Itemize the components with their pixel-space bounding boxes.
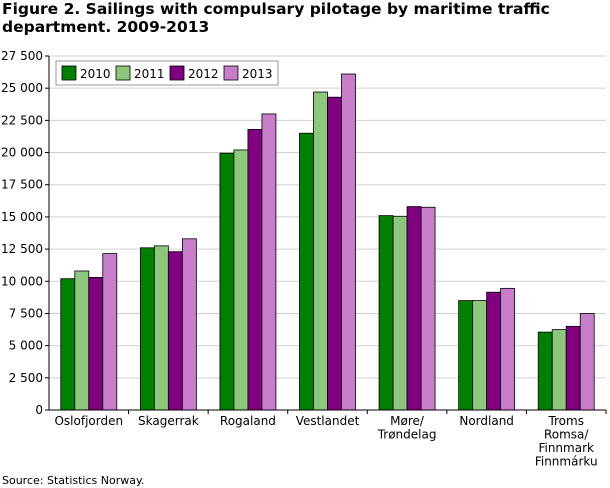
legend-swatch-2011 (115, 65, 131, 81)
y-tick-label: 10 000 (1, 274, 43, 288)
bar-2012-1 (167, 251, 183, 411)
bar-2013-2 (261, 113, 277, 411)
y-tick-label: 5 000 (9, 339, 43, 353)
bar-2012-5 (486, 291, 502, 411)
y-tick-label: 17 500 (1, 178, 43, 192)
bar-2011-1 (153, 245, 169, 411)
chart-title: Figure 2. Sailings with compulsary pilot… (2, 0, 550, 36)
y-tick-labels: 0 2 500 5 000 7 500 10 000 12 500 15 000 17 500… (1, 49, 43, 417)
bar-2010-0 (60, 278, 76, 411)
bar-2013-5 (500, 287, 516, 411)
bar-2011-2 (233, 149, 249, 411)
bar-2010-4 (378, 215, 394, 411)
bar-2010-2 (219, 152, 235, 411)
y-tick-label: 7 500 (9, 306, 43, 320)
y-tick-label: 0 (35, 403, 43, 417)
y-tick-label: 15 000 (1, 210, 43, 224)
legend-swatch-2010 (61, 65, 77, 81)
bar-2013-6 (579, 313, 595, 411)
axes (48, 56, 606, 411)
y-tick-label: 12 500 (1, 242, 43, 256)
bar-2011-6 (551, 329, 567, 411)
y-tick-label: 22 500 (1, 113, 43, 127)
legend-label-2012: 2012 (188, 67, 219, 81)
bar-2010-3 (299, 132, 314, 411)
x-tick-labels: Oslofjorden Skagerrak Rogaland Vestlandet Mø… (54, 410, 607, 469)
legend-swatch-2013 (223, 65, 239, 81)
x-tick-label: Møre/Trøndelag (377, 414, 437, 442)
bar-2012-6 (565, 325, 581, 411)
x-tick-label: Oslofjorden (54, 414, 123, 428)
bar-2013-0 (102, 253, 118, 411)
y-tick-label: 20 000 (1, 146, 43, 160)
y-tick-label: 2 500 (9, 371, 43, 385)
bar-2011-5 (472, 300, 488, 411)
x-tick-label: Vestlandet (296, 414, 360, 428)
bar-2012-3 (327, 96, 342, 411)
bar-2012-0 (88, 277, 104, 411)
legend: 2010 2011 2012 2013 (55, 60, 279, 86)
legend-label-2013: 2013 (242, 67, 273, 81)
bar-2010-5 (458, 300, 474, 411)
bar-2010-1 (139, 247, 155, 411)
legend-swatch-2012 (169, 65, 185, 81)
x-tick-label: Skagerrak (138, 414, 199, 428)
source-note: Source: Statistics Norway. (2, 474, 145, 487)
legend-label-2010: 2010 (80, 67, 111, 81)
bars (60, 73, 595, 411)
bar-2011-0 (74, 270, 90, 411)
y-tick-label: 27 500 (1, 49, 43, 63)
bar-2013-3 (341, 73, 356, 411)
bar-2011-4 (392, 215, 408, 411)
x-tick-label: Nordland (459, 414, 514, 428)
bar-2013-4 (420, 206, 436, 411)
bar-2010-6 (537, 331, 553, 411)
bar-2012-4 (406, 206, 422, 411)
y-tick-label: 25 000 (1, 81, 43, 95)
bar-2011-3 (313, 91, 328, 411)
legend-box (55, 60, 279, 86)
legend-label-2011: 2011 (134, 67, 165, 81)
x-tick-label: Rogaland (220, 414, 276, 428)
bar-2012-2 (247, 128, 263, 411)
x-tick-label: Troms Romsa/Finnmark Finnmárku (535, 414, 598, 469)
bar-2013-1 (181, 238, 197, 411)
